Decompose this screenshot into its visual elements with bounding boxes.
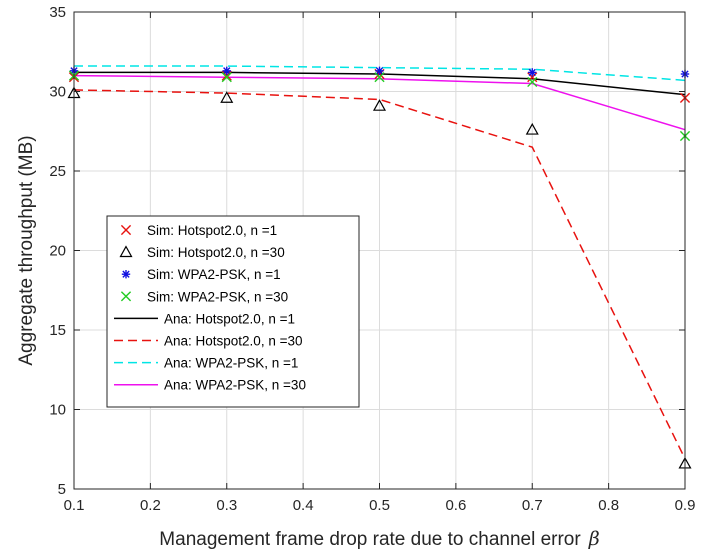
series-line-3: [74, 65, 686, 82]
x-tick-label: 0.7: [522, 497, 543, 514]
x-tick-label: 0.5: [369, 497, 390, 514]
legend-entry: Sim: Hotspot2.0, n =1: [120, 223, 277, 238]
y-tick-label: 30: [49, 84, 66, 101]
data-point: [221, 70, 232, 81]
x-tick-label: 0.6: [445, 497, 466, 514]
legend-entry: Sim: WPA2-PSK, n =30: [120, 289, 288, 304]
marker-stroke: [122, 270, 130, 278]
legend: Sim: Hotspot2.0, n =1 Sim: Hotspot2.0, n …: [106, 215, 360, 408]
legend-label: Ana: Hotspot2.0, n =30: [164, 334, 302, 349]
legend-entry: Ana: Hotspot2.0, n =1: [114, 311, 295, 326]
series-markers-2: [67, 86, 692, 469]
data-point: [221, 72, 232, 83]
data-point: [525, 122, 539, 135]
marker-stroke: [374, 72, 385, 83]
x-axis-label: Management frame drop rate due to channe…: [159, 528, 599, 550]
x-tick-label: 0.9: [675, 497, 696, 514]
legend-swatch: [120, 291, 132, 302]
legend-entry: Ana: WPA2-PSK, n =30: [114, 378, 306, 393]
data-point: [222, 66, 231, 76]
x-axis-label-text: Management frame drop rate due to channe…: [159, 529, 581, 550]
legend-label: Sim: WPA2-PSK, n =30: [147, 289, 288, 304]
data-point: [528, 68, 537, 77]
axis-ticks: 0.1 0.2 0.3 0.4 0.5 0.6 0.7 0.8 0.9 5 10 15 20 25 30 35: [49, 4, 695, 514]
data-point: [527, 76, 538, 88]
legend-label: Ana: Hotspot2.0, n =1: [164, 311, 295, 326]
y-axis-label: Aggregate throughput (MB): [16, 135, 37, 365]
y-tick-label: 35: [49, 4, 66, 21]
legend-swatch: [121, 270, 131, 279]
data-point: [527, 72, 538, 83]
legend-swatch: [119, 245, 133, 258]
y-tick-label: 25: [49, 163, 66, 180]
marker-stroke: [120, 224, 132, 236]
y-tick-label: 20: [49, 243, 66, 260]
marker-stroke: [528, 68, 536, 77]
x-tick-label: 0.1: [64, 497, 85, 514]
y-tick-label: 5: [58, 481, 66, 498]
legend-box: [106, 215, 360, 408]
legend-label: Sim: Hotspot2.0, n =30: [147, 245, 285, 260]
x-tick-label: 0.2: [140, 497, 161, 514]
y-tick-label: 10: [49, 402, 66, 419]
series-line-4: [73, 74, 686, 131]
marker-stroke: [221, 72, 232, 83]
marker-stroke: [375, 67, 384, 75]
marker-stroke: [120, 291, 132, 302]
marker-stroke: [223, 67, 231, 75]
legend-entry: Sim: WPA2-PSK, n =1: [121, 267, 281, 282]
legend-entry: Ana: WPA2-PSK, n =1: [114, 356, 298, 371]
marker-stroke: [527, 76, 538, 88]
legend-entry: Sim: Hotspot2.0, n =30: [119, 245, 285, 260]
series-markers-4: [68, 70, 691, 142]
series-line-2: [73, 89, 686, 460]
marker-stroke: [527, 72, 538, 83]
x-tick-label: 0.3: [216, 497, 237, 514]
y-tick-label: 15: [49, 322, 66, 339]
legend-label: Sim: Hotspot2.0, n =1: [147, 223, 277, 238]
data-point: [375, 66, 384, 76]
legend-label: Ana: WPA2-PSK, n =30: [164, 378, 306, 393]
legend-entry: Ana: Hotspot2.0, n =30: [114, 334, 302, 349]
x-axis-label-symbol: β: [588, 528, 600, 550]
data-point: [220, 91, 234, 103]
legend-label: Sim: WPA2-PSK, n =1: [147, 267, 281, 282]
marker-stroke: [221, 70, 232, 81]
data-point: [372, 99, 387, 111]
data-point: [374, 72, 385, 83]
x-tick-label: 0.4: [293, 497, 314, 514]
legend-swatch: [120, 224, 132, 236]
legend-label: Ana: WPA2-PSK, n =1: [164, 356, 298, 371]
x-tick-label: 0.8: [598, 497, 619, 514]
